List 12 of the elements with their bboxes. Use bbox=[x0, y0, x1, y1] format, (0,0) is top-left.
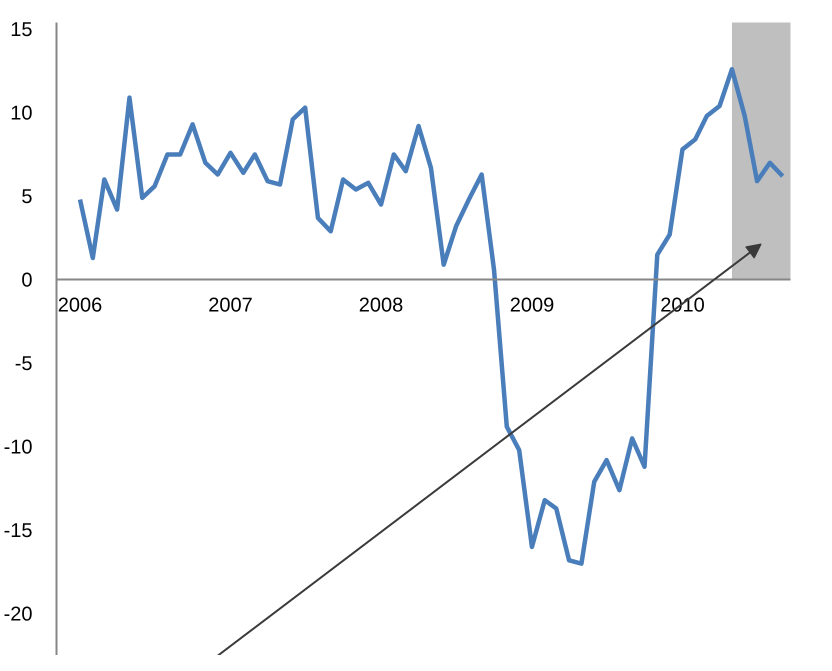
y-tick-label: 5 bbox=[21, 186, 32, 208]
y-tick-label: -10 bbox=[4, 436, 32, 459]
y-tick-label: -20 bbox=[4, 604, 32, 626]
y-tick-label: 15 bbox=[10, 19, 33, 42]
x-tick-label: 2006 bbox=[58, 294, 102, 317]
y-tick-label: -5 bbox=[14, 353, 33, 376]
x-tick-label: 2007 bbox=[208, 294, 253, 317]
x-tick-label: 2009 bbox=[510, 294, 554, 317]
y-tick-label: -15 bbox=[4, 520, 32, 542]
x-tick-label: 2008 bbox=[358, 294, 404, 317]
y-tick-label: 0 bbox=[21, 270, 32, 292]
y-tick-label: 10 bbox=[10, 102, 33, 125]
